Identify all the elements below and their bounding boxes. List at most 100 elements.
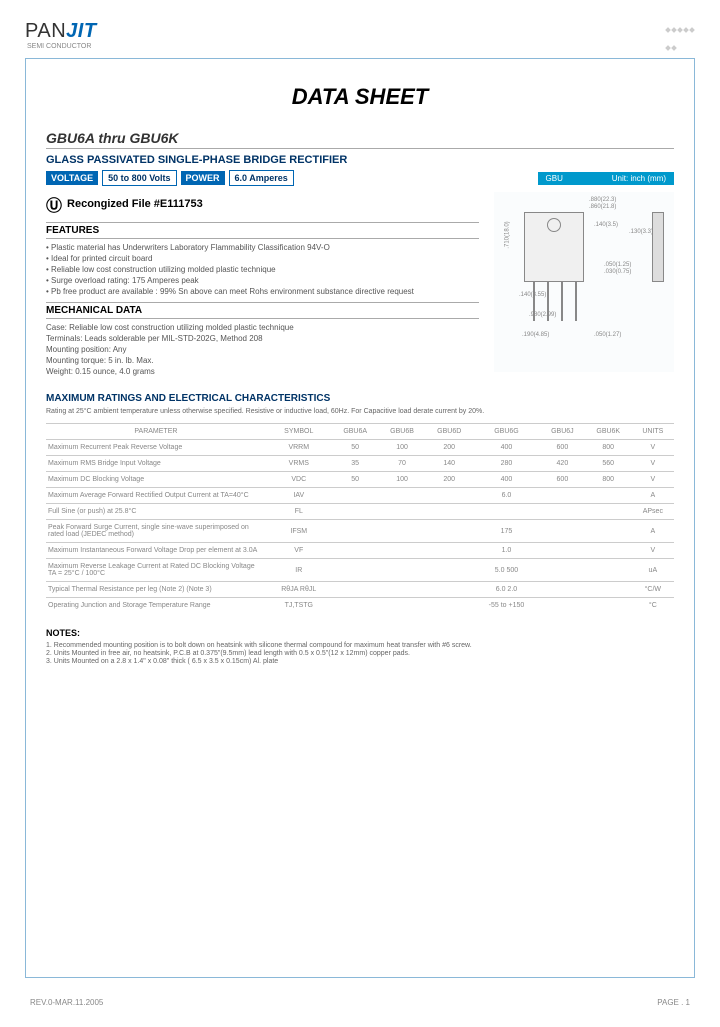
table-cell bbox=[379, 488, 426, 504]
decorative-dots bbox=[665, 20, 695, 50]
table-row: Maximum Reverse Leakage Current at Rated… bbox=[46, 559, 674, 582]
table-cell: 70 bbox=[379, 456, 426, 472]
table-cell bbox=[585, 543, 632, 559]
table-cell: 800 bbox=[585, 472, 632, 488]
table-cell: FL bbox=[266, 504, 332, 520]
unit-label: Unit: inch (mm) bbox=[612, 174, 666, 183]
table-header: GBU6G bbox=[473, 424, 540, 440]
table-cell bbox=[332, 520, 379, 543]
package-diagram: .880(22.3) .860(21.8) .140(3.5) .130(3.3… bbox=[494, 192, 674, 372]
table-cell bbox=[425, 598, 473, 614]
features-heading: FEATURES bbox=[46, 222, 479, 239]
table-header: GBU6K bbox=[585, 424, 632, 440]
features-list: Plastic material has Underwriters Labora… bbox=[46, 243, 479, 296]
table-header: GBU6D bbox=[425, 424, 473, 440]
note-item: 1. Recommended mounting position is to b… bbox=[46, 642, 674, 649]
table-row: Peak Forward Surge Current, single sine-… bbox=[46, 520, 674, 543]
table-cell: Maximum Recurrent Peak Reverse Voltage bbox=[46, 440, 266, 456]
table-cell: 200 bbox=[425, 440, 473, 456]
table-header: GBU6J bbox=[540, 424, 585, 440]
dimension: .860(21.8) bbox=[589, 204, 616, 210]
table-header: PARAMETER bbox=[46, 424, 266, 440]
table-cell bbox=[425, 520, 473, 543]
power-value: 6.0 Amperes bbox=[229, 170, 294, 186]
voltage-label: VOLTAGE bbox=[46, 171, 98, 185]
table-cell bbox=[425, 582, 473, 598]
table-header: GBU6B bbox=[379, 424, 426, 440]
side-view bbox=[652, 212, 664, 282]
table-cell bbox=[332, 582, 379, 598]
table-cell bbox=[379, 504, 426, 520]
ratings-heading: MAXIMUM RATINGS AND ELECTRICAL CHARACTER… bbox=[46, 393, 674, 404]
logo-pre: PAN bbox=[25, 20, 66, 42]
table-cell: °C/W bbox=[632, 582, 674, 598]
table-cell: 6.0 bbox=[473, 488, 540, 504]
feature-item: Surge overload rating: 175 Amperes peak bbox=[46, 276, 479, 285]
table-cell bbox=[425, 559, 473, 582]
package-code: GBU bbox=[546, 174, 563, 183]
table-cell bbox=[585, 504, 632, 520]
table-cell bbox=[379, 598, 426, 614]
table-cell bbox=[332, 559, 379, 582]
table-cell: 140 bbox=[425, 456, 473, 472]
table-cell: 200 bbox=[425, 472, 473, 488]
table-row: Maximum DC Blocking VoltageVDC5010020040… bbox=[46, 472, 674, 488]
table-cell bbox=[332, 504, 379, 520]
mech-line: Terminals: Leads solderable per MIL-STD-… bbox=[46, 334, 479, 343]
table-cell: 560 bbox=[585, 456, 632, 472]
table-cell: 50 bbox=[332, 472, 379, 488]
package-outline bbox=[524, 212, 584, 282]
mech-line: Mounting torque: 5 in. lb. Max. bbox=[46, 356, 479, 365]
table-cell: Typical Thermal Resistance per leg (Note… bbox=[46, 582, 266, 598]
table-cell: 50 bbox=[332, 440, 379, 456]
feature-item: Reliable low cost construction utilizing… bbox=[46, 265, 479, 274]
table-cell: Maximum RMS Bridge Input Voltage bbox=[46, 456, 266, 472]
table-cell: 35 bbox=[332, 456, 379, 472]
table-cell bbox=[540, 504, 585, 520]
table-cell: 600 bbox=[540, 440, 585, 456]
table-cell bbox=[540, 598, 585, 614]
document-title: DATA SHEET bbox=[46, 84, 674, 110]
table-cell bbox=[540, 488, 585, 504]
table-cell bbox=[585, 559, 632, 582]
table-row: Maximum RMS Bridge Input VoltageVRMS3570… bbox=[46, 456, 674, 472]
page-number: PAGE . 1 bbox=[657, 998, 690, 1007]
table-cell: Maximum Instantaneous Forward Voltage Dr… bbox=[46, 543, 266, 559]
table-cell: Maximum Reverse Leakage Current at Rated… bbox=[46, 559, 266, 582]
table-cell: 420 bbox=[540, 456, 585, 472]
revision-text: REV.0-MAR.11.2005 bbox=[30, 998, 103, 1007]
company-logo: PANJIT SEMI CONDUCTOR bbox=[25, 20, 695, 50]
table-cell bbox=[332, 598, 379, 614]
notes-section: NOTES: 1. Recommended mounting position … bbox=[46, 628, 674, 665]
table-cell bbox=[425, 543, 473, 559]
table-header: UNITS bbox=[632, 424, 674, 440]
table-cell: IFSM bbox=[266, 520, 332, 543]
table-cell bbox=[379, 559, 426, 582]
lead-pin bbox=[561, 281, 563, 321]
table-cell: RθJA RθJL bbox=[266, 582, 332, 598]
table-cell: A bbox=[632, 520, 674, 543]
table-cell bbox=[585, 520, 632, 543]
voltage-value: 50 to 800 Volts bbox=[102, 170, 176, 186]
table-cell bbox=[332, 488, 379, 504]
table-cell: -55 to +150 bbox=[473, 598, 540, 614]
dimension: .030(0.75) bbox=[604, 269, 631, 275]
table-row: Full Sine (or push) at 25.8°CFLAPsec bbox=[46, 504, 674, 520]
logo-post: JIT bbox=[66, 20, 96, 42]
table-cell bbox=[540, 520, 585, 543]
lead-pin bbox=[575, 281, 577, 321]
table-row: Typical Thermal Resistance per leg (Note… bbox=[46, 582, 674, 598]
table-cell: VDC bbox=[266, 472, 332, 488]
feature-item: Ideal for printed circuit board bbox=[46, 254, 479, 263]
table-cell: Maximum Average Forward Rectified Output… bbox=[46, 488, 266, 504]
dimension: .190(4.85) bbox=[522, 332, 549, 338]
table-cell bbox=[425, 488, 473, 504]
table-cell: 100 bbox=[379, 440, 426, 456]
table-cell: IR bbox=[266, 559, 332, 582]
note-item: 3. Units Mounted on a 2.8 x 1.4" x 0.08"… bbox=[46, 658, 674, 665]
table-cell bbox=[585, 488, 632, 504]
table-cell bbox=[540, 582, 585, 598]
table-cell: TJ,TSTG bbox=[266, 598, 332, 614]
table-row: Operating Junction and Storage Temperatu… bbox=[46, 598, 674, 614]
table-cell bbox=[585, 598, 632, 614]
